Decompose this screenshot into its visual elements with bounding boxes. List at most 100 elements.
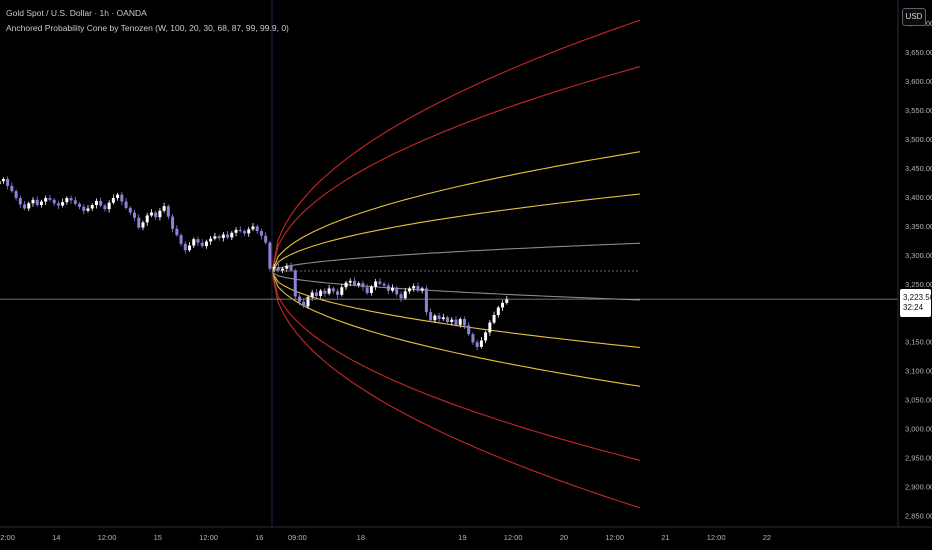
candle-body: [285, 265, 289, 269]
candle-body: [44, 198, 48, 202]
candle-body: [200, 242, 204, 247]
bar-countdown: 32:24: [903, 303, 924, 312]
candle-body: [505, 299, 509, 303]
candlestick-series: [0, 176, 509, 351]
candle-body: [395, 287, 399, 295]
candle-body: [276, 266, 280, 271]
price-tick-label: 2,850.000: [905, 511, 932, 520]
candle-body: [437, 315, 441, 320]
time-tick-label: 18: [357, 533, 365, 542]
candle-body: [361, 283, 365, 288]
time-tick-label: 22: [763, 533, 771, 542]
candle-body: [179, 235, 183, 244]
candle-body: [116, 194, 120, 199]
price-tick-label: 3,050.000: [905, 396, 932, 405]
cone-band-1: [271, 19, 641, 273]
candle-body: [124, 201, 128, 208]
candle-body: [65, 198, 69, 203]
candle-body: [230, 232, 234, 238]
time-tick-label: 12:00: [605, 533, 624, 542]
candle-body: [399, 294, 403, 299]
candle-body: [458, 319, 462, 325]
candle-body: [171, 216, 175, 229]
time-tick-label: 12:00: [0, 533, 15, 542]
candle-body: [264, 235, 268, 243]
currency-button[interactable]: USD: [902, 8, 926, 26]
candle-body: [90, 205, 94, 209]
candle-body: [243, 231, 247, 234]
candle-body: [441, 317, 445, 320]
candle-body: [475, 342, 479, 347]
price-tick-label: 3,650.000: [905, 48, 932, 57]
candle-body: [234, 229, 238, 233]
candle-body: [484, 332, 488, 341]
candle-body: [86, 208, 90, 211]
time-tick-label: 09:00: [288, 533, 307, 542]
current-price-label: 3,223.505 32:24: [900, 289, 932, 317]
candle-body: [412, 286, 416, 289]
candle-body: [158, 210, 162, 218]
candle-body: [188, 245, 192, 251]
price-tick-label: 2,950.000: [905, 454, 932, 463]
candle-body: [454, 319, 458, 325]
candle-body: [192, 239, 196, 246]
candle-body: [103, 205, 107, 210]
candle-body: [319, 290, 323, 296]
candle-body: [204, 241, 208, 247]
candle-body: [479, 340, 483, 347]
candle-body: [120, 194, 124, 202]
candle-body: [429, 312, 433, 321]
candle-body: [39, 201, 43, 206]
candle-body: [403, 291, 407, 299]
candle-body: [18, 198, 22, 205]
candle-body: [365, 287, 369, 294]
candle-body: [217, 236, 221, 239]
time-tick-label: 12:00: [504, 533, 523, 542]
price-tick-label: 3,250.000: [905, 280, 932, 289]
candle-body: [496, 307, 500, 316]
candle-body: [255, 226, 259, 232]
candle-body: [327, 288, 331, 294]
candle-body: [175, 228, 179, 236]
candle-body: [166, 206, 170, 217]
candle-body: [374, 281, 378, 287]
candle-body: [162, 206, 166, 211]
candle-body: [391, 287, 395, 291]
candle-body: [82, 206, 86, 211]
candle-body: [1, 178, 5, 182]
candle-body: [61, 202, 65, 206]
candle-body: [145, 215, 149, 223]
cone-band-2: [271, 66, 641, 273]
candle-body: [323, 290, 327, 294]
candle-body: [450, 319, 454, 322]
candle-body: [336, 291, 340, 295]
candle-body: [352, 280, 356, 285]
candle-body: [35, 199, 39, 206]
candle-body: [226, 234, 230, 238]
price-tick-label: 2,900.000: [905, 482, 932, 491]
price-tick-label: 3,400.000: [905, 193, 932, 202]
candle-body: [209, 238, 213, 242]
candle-body: [302, 301, 306, 307]
probability-cone: [271, 19, 641, 509]
candle-body: [369, 286, 373, 294]
cone-band-6: [271, 271, 641, 301]
candle-body: [247, 229, 251, 234]
time-tick-label: 16: [255, 533, 263, 542]
price-tick-label: 3,300.000: [905, 251, 932, 260]
candle-body: [378, 281, 382, 284]
indicator-legend[interactable]: Anchored Probability Cone by Tenozen (W,…: [6, 23, 289, 33]
candle-body: [73, 200, 77, 204]
symbol-title[interactable]: Gold Spot / U.S. Dollar · 1h · OANDA: [6, 8, 147, 18]
candle-body: [289, 265, 293, 271]
candle-body: [56, 203, 60, 206]
current-price-value: 3,223.505: [903, 293, 932, 302]
candle-body: [357, 283, 361, 285]
candle-body: [344, 282, 348, 288]
price-tick-label: 3,000.000: [905, 425, 932, 434]
price-tick-label: 3,150.000: [905, 338, 932, 347]
candle-body: [48, 198, 52, 200]
candle-body: [128, 207, 132, 213]
